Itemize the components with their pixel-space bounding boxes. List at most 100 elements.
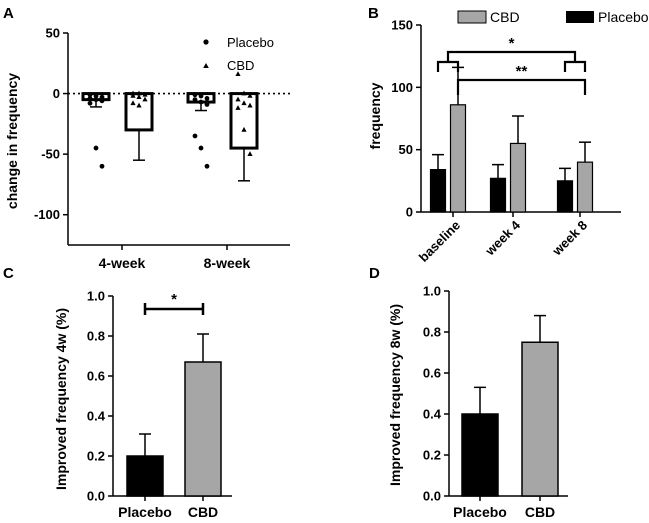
- panel-a-point-placebo: [99, 94, 105, 100]
- panel-c-ytick-label: 0.4: [87, 409, 106, 424]
- panel-b-bar-placebo: [429, 169, 447, 213]
- panel-c-ytick-label: 1.0: [87, 289, 105, 304]
- panel-a-xtick-label: 4-week: [99, 255, 146, 271]
- panel-c-ytick-label: 0.2: [87, 449, 105, 464]
- panel-a-point-cbd: [136, 90, 142, 96]
- panel-a-ytick-label: 0: [53, 86, 60, 101]
- panel-a: A change in frequency Placebo CBD 50 0 -50…: [3, 5, 290, 271]
- panel-a-point-cbd: [235, 105, 241, 110]
- legend-cbd-label-b: CBD: [490, 9, 520, 25]
- panel-a-point-placebo: [87, 92, 93, 98]
- panel-a-ylabel: change in frequency: [4, 73, 20, 209]
- panel-b-bracket-week8: [563, 60, 587, 72]
- panel-a-legend: Placebo CBD: [203, 35, 274, 73]
- panel-b-bar-placebo: [489, 177, 507, 213]
- panel-a-label: A: [3, 5, 14, 22]
- panel-b-ylabel: frequency: [367, 82, 383, 149]
- legend-cbd-marker: [203, 63, 209, 68]
- panel-a-bar-cbd: [124, 92, 154, 132]
- panel-a-point-cbd: [142, 91, 148, 97]
- panel-a-point-cbd: [136, 94, 142, 100]
- panel-d-ytick-label: 0.0: [423, 489, 441, 504]
- panel-a-point-cbd: [241, 90, 247, 96]
- panel-c-bar-cbd: [184, 361, 222, 497]
- panel-b-significance-label-2: **: [516, 63, 528, 80]
- panel-d-label: D: [369, 265, 380, 282]
- panel-d: D Improved frequency 8w (%) 0.0 0.2 0.4 0.6…: [369, 265, 568, 520]
- panel-a-point-placebo: [204, 102, 210, 107]
- panel-b-xtick-label: week 4: [482, 217, 524, 259]
- panel-b-label: B: [368, 5, 379, 22]
- panel-a-point-cbd: [241, 126, 247, 132]
- panel-b-bar-cbd: [509, 142, 527, 213]
- legend-cbd-label: CBD: [227, 58, 254, 73]
- panel-a-point-placebo: [204, 96, 210, 101]
- panel-a-point-placebo: [192, 92, 198, 98]
- panel-c-label: C: [3, 265, 14, 282]
- panel-a-point-cbd: [247, 92, 253, 98]
- panel-a-point-placebo: [198, 93, 204, 99]
- panel-b-bar-cbd: [449, 104, 467, 213]
- panel-a-point-placebo: [99, 163, 105, 169]
- panel-b: B frequency CBD Placebo 0 50 100 150 baselin…: [367, 5, 649, 265]
- panel-a-point-cbd: [247, 102, 253, 108]
- panel-a-point-cbd: [142, 96, 148, 102]
- panel-d-xtick-label: Placebo: [453, 504, 507, 520]
- panel-b-legend: CBD Placebo: [457, 9, 649, 25]
- panel-a-point-cbd: [136, 102, 142, 108]
- panel-c-xtick-label: CBD: [188, 504, 218, 520]
- panel-c-significance-label: *: [171, 291, 177, 308]
- panel-a-point-placebo: [192, 97, 198, 103]
- panel-a-point-cbd: [130, 90, 136, 96]
- panel-a-point-placebo: [192, 133, 198, 139]
- panel-a-point-cbd: [241, 100, 247, 106]
- panel-b-xtick-label: week 8: [549, 218, 590, 259]
- panel-a-ytick-label: -100: [34, 207, 60, 222]
- panel-a-point-cbd: [247, 151, 253, 156]
- panel-b-bar-placebo: [556, 180, 574, 213]
- legend-placebo-label: Placebo: [227, 35, 274, 50]
- panel-d-ylabel: Improved frequency 8w (%): [387, 304, 403, 486]
- panel-a-point-placebo: [87, 100, 93, 106]
- panel-b-significance-line-2: [456, 78, 587, 95]
- panel-b-ytick-label: 100: [391, 80, 413, 95]
- legend-cbd-swatch: [457, 10, 487, 24]
- legend-placebo-label-b: Placebo: [598, 9, 649, 25]
- panel-d-ytick-label: 0.6: [423, 366, 441, 381]
- legend-placebo-swatch: [566, 11, 594, 23]
- panel-d-ytick-label: 0.4: [423, 407, 442, 422]
- panel-a-point-cbd: [130, 100, 136, 106]
- panel-d-ytick-label: 0.2: [423, 448, 441, 463]
- panel-a-ytick-label: -50: [41, 147, 60, 162]
- panel-a-point-placebo: [99, 98, 105, 104]
- panel-a-point-placebo: [87, 96, 93, 101]
- panel-d-ytick-label: 0.8: [423, 325, 441, 340]
- panel-a-point-placebo: [204, 163, 210, 169]
- panel-a-ytick-label: 50: [46, 26, 60, 41]
- panel-b-ytick-label: 150: [391, 18, 413, 33]
- panel-b-bar-cbd: [576, 161, 594, 213]
- panel-b-ytick-label: 0: [406, 205, 413, 220]
- panel-c-xtick-label: Placebo: [118, 504, 172, 520]
- panel-a-xtick-label: 8-week: [204, 255, 251, 271]
- legend-placebo-marker: [203, 39, 209, 45]
- panel-a-point-cbd: [235, 96, 241, 102]
- panel-b-ytick-label: 50: [399, 142, 413, 157]
- panel-c-ytick-label: 0.0: [87, 489, 105, 504]
- panel-b-significance-label-1: *: [509, 35, 515, 52]
- panel-a-point-placebo: [93, 97, 99, 103]
- panel-a-point-placebo: [93, 145, 99, 151]
- panel-c-ytick-label: 0.6: [87, 369, 105, 384]
- panel-d-xtick-label: CBD: [525, 504, 555, 520]
- panel-b-significance-line-1: [446, 50, 577, 62]
- panel-a-point-placebo: [93, 93, 99, 99]
- panel-a-point-placebo: [198, 99, 204, 105]
- panel-a-point-cbd: [235, 71, 241, 76]
- panel-a-point-placebo: [198, 145, 204, 151]
- panel-c-ytick-label: 0.8: [87, 329, 105, 344]
- panel-d-bar-placebo: [461, 413, 499, 497]
- panel-a-point-cbd: [130, 92, 136, 98]
- panel-c-ylabel: Improved frequency 4w (%): [53, 308, 69, 490]
- panel-c: C Improved frequency 4w (%) 0.0 0.2 0.4 0.6…: [3, 265, 232, 520]
